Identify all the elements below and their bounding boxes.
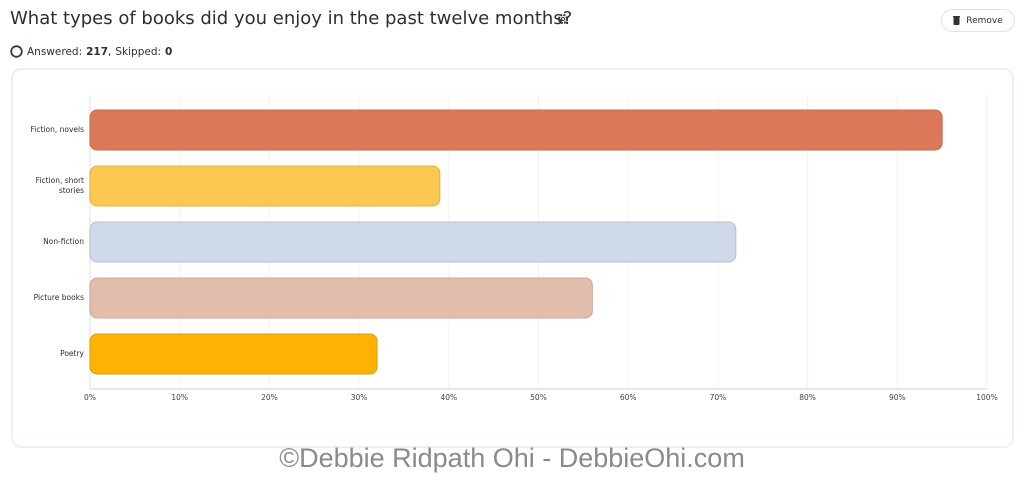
y-tick-label: Fiction, short stories <box>35 176 84 195</box>
x-tick-label: 100% <box>976 393 997 402</box>
skipped-label: Skipped: <box>115 45 162 58</box>
x-tick-label: 50% <box>530 393 547 402</box>
chart-card <box>11 68 1014 448</box>
status-icon <box>10 45 23 58</box>
stats: Answered: 217, Skipped: 0 <box>10 45 172 58</box>
answered-label: Answered: <box>27 45 83 58</box>
settings-icon[interactable] <box>557 13 569 25</box>
bar <box>89 277 593 319</box>
bar <box>89 221 737 263</box>
y-tick-label: Non-fiction <box>43 237 84 246</box>
question-title: What types of books did you enjoy in the… <box>10 8 573 29</box>
x-tick-label: 60% <box>620 393 637 402</box>
answered-count: 217 <box>86 45 109 58</box>
remove-label: Remove <box>966 15 1003 26</box>
y-tick-label: Fiction, novels <box>30 125 85 134</box>
separator: , <box>108 45 112 58</box>
x-tick-label: 20% <box>261 393 278 402</box>
x-tick-label: 80% <box>799 393 816 402</box>
x-tick-label: 90% <box>889 393 906 402</box>
y-tick-label: Poetry <box>60 349 84 358</box>
bar <box>89 165 441 207</box>
skipped-count: 0 <box>165 45 173 58</box>
trash-icon <box>953 16 961 25</box>
x-tick-label: 70% <box>710 393 727 402</box>
x-tick-label: 30% <box>351 393 368 402</box>
watermark: ©Debbie Ridpath Ohi - DebbieOhi.com <box>279 443 745 473</box>
remove-button[interactable]: Remove <box>941 9 1015 32</box>
bar <box>89 109 943 151</box>
x-tick-label: 40% <box>440 393 457 402</box>
x-tick-label: 0% <box>84 393 96 402</box>
chart: 0% 10% 20% 30% 40% 50% 60% 70% 80% 90% 100% <box>84 95 998 402</box>
y-tick-label: Picture books <box>33 293 84 302</box>
bar <box>89 333 378 375</box>
x-tick-label: 10% <box>171 393 188 402</box>
